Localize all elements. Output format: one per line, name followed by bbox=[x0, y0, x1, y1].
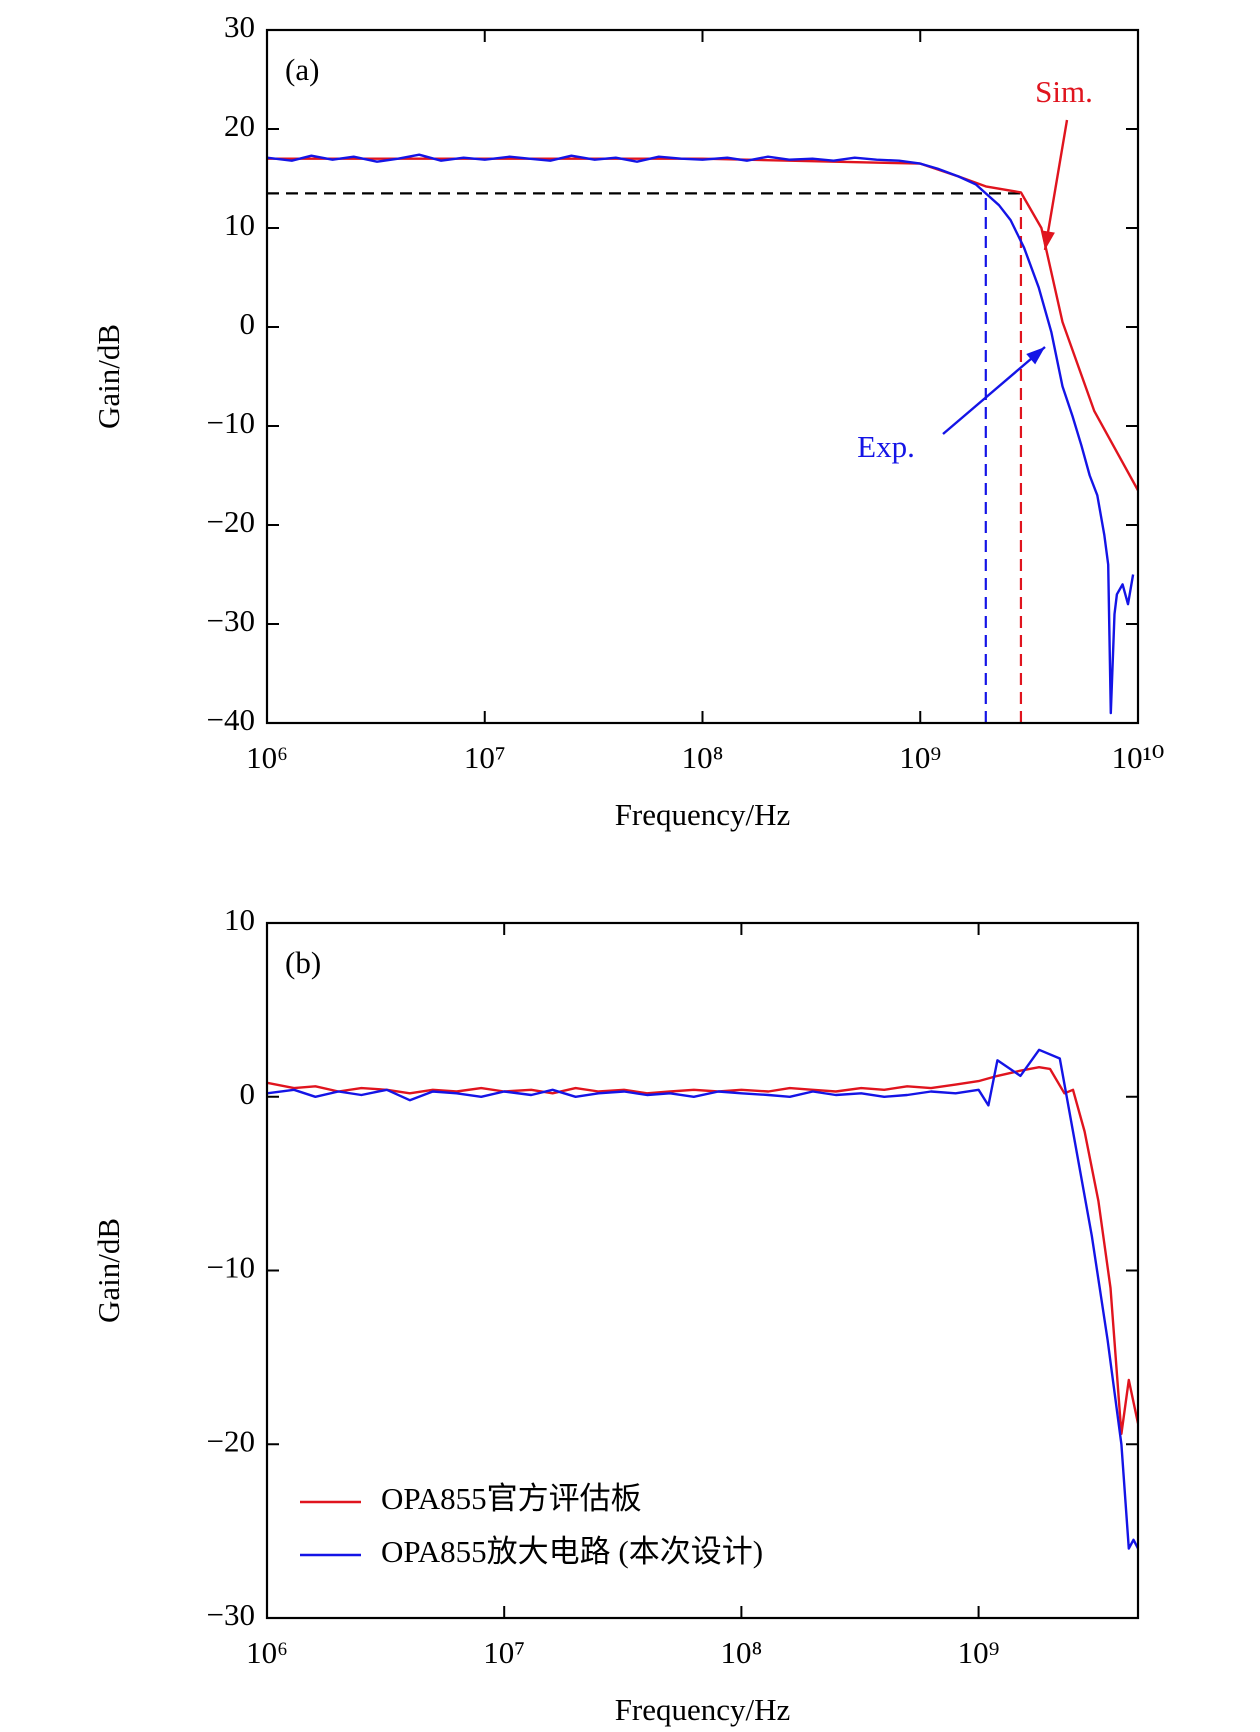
panel-label: (b) bbox=[285, 945, 321, 980]
series-line bbox=[267, 1066, 1138, 1435]
x-tick-label: 10⁹ bbox=[958, 1635, 1000, 1670]
y-tick-label: 30 bbox=[224, 9, 255, 44]
y-tick-label: 10 bbox=[224, 207, 255, 242]
arrow-head bbox=[1041, 230, 1055, 250]
y-tick-label: −40 bbox=[207, 702, 255, 737]
y-tick-label: −30 bbox=[207, 603, 255, 638]
y-tick-label: 10 bbox=[224, 902, 255, 937]
series-line bbox=[267, 157, 1138, 491]
series-line bbox=[267, 153, 1135, 715]
arrow-head bbox=[1026, 347, 1045, 365]
series-line bbox=[267, 1048, 1138, 1550]
legend-label: OPA855官方评估板 bbox=[381, 1481, 642, 1516]
y-tick-label: 0 bbox=[240, 1076, 256, 1111]
x-tick-label: 10⁸ bbox=[682, 740, 724, 775]
plot-frame bbox=[265, 28, 1140, 725]
x-tick-label: 10⁷ bbox=[483, 1635, 525, 1670]
x-tick-label: 10⁹ bbox=[899, 740, 941, 775]
x-axis-label: Frequency/Hz bbox=[615, 797, 791, 832]
y-tick-label: 20 bbox=[224, 108, 255, 143]
series-label: Exp. bbox=[857, 429, 915, 464]
y-tick-label: −10 bbox=[207, 405, 255, 440]
x-tick-label: 10⁶ bbox=[246, 1635, 288, 1670]
y-tick-label: 0 bbox=[240, 306, 256, 341]
plot-frame bbox=[265, 921, 1140, 1620]
y-axis-label: Gain/dB bbox=[91, 324, 126, 429]
y-tick-label: −20 bbox=[207, 504, 255, 539]
arrow-shaft bbox=[942, 346, 1046, 435]
x-tick-label: 10¹⁰ bbox=[1112, 740, 1165, 775]
series-label: Sim. bbox=[1035, 74, 1093, 109]
y-tick-label: −30 bbox=[207, 1597, 255, 1632]
x-tick-label: 10⁸ bbox=[720, 1635, 762, 1670]
arrow-shaft bbox=[1043, 119, 1069, 251]
x-tick-label: 10⁷ bbox=[464, 740, 506, 775]
x-tick-label: 10⁶ bbox=[246, 740, 288, 775]
panel-label: (a) bbox=[285, 52, 319, 87]
x-axis-label: Frequency/Hz bbox=[615, 1692, 791, 1727]
legend-label: OPA855放大电路 (本次设计) bbox=[381, 1534, 763, 1569]
y-tick-label: −10 bbox=[207, 1250, 255, 1285]
y-tick-label: −20 bbox=[207, 1423, 255, 1458]
y-axis-label: Gain/dB bbox=[91, 1218, 126, 1323]
